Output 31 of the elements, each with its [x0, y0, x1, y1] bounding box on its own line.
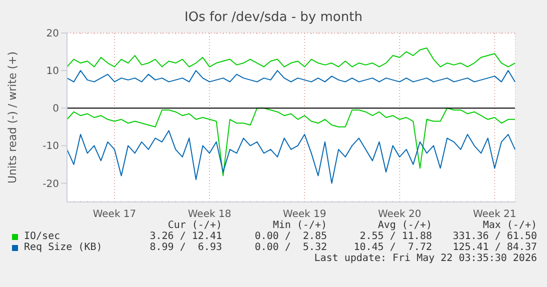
text: Cur (-/+) — [166, 220, 222, 231]
text: Min (-/+) — [272, 220, 327, 231]
line-series — [66, 70, 516, 82]
text: Max (-/+) — [482, 220, 537, 231]
legend-label: Req Size (KB) — [23, 242, 104, 253]
line-series — [66, 108, 516, 176]
y-tick-label: -10 — [42, 141, 59, 152]
text: 125.41 / 84.37 — [452, 242, 537, 253]
line-series — [66, 48, 516, 68]
x-tick-label: Week 21 — [472, 209, 516, 220]
text: 0.00 / 5.32 — [254, 242, 327, 253]
chart-title: IOs for /dev/sda - by month — [184, 10, 364, 25]
text: Last update: Fri May 22 03:35:30 2026 — [313, 253, 537, 264]
text: Avg (-/+) — [376, 220, 432, 231]
text: 8.99 / 6.93 — [148, 242, 222, 253]
x-tick-label: Week 19 — [282, 209, 326, 220]
x-tick-label: Week 18 — [188, 209, 232, 220]
line-series — [66, 130, 516, 184]
y-tick-label: 10 — [46, 66, 59, 78]
text: 331.36 / 61.50 — [452, 231, 537, 242]
text: 2.55 / 11.88 — [358, 231, 432, 242]
legend-label: IO/sec — [23, 231, 62, 242]
y-tick-label: -20 — [42, 178, 59, 190]
x-tick-label: Week 17 — [92, 209, 136, 220]
y-axis-title: Units read (-) / write (+) — [6, 51, 19, 184]
x-tick-label: Week 20 — [378, 209, 422, 220]
text: 10.45 / 7.72 — [352, 242, 432, 253]
text: 0.00 / 2.85 — [254, 231, 327, 242]
y-tick-label: 0 — [52, 104, 59, 115]
y-tick-label: 20 — [46, 28, 59, 40]
text: 3.26 / 12.41 — [148, 231, 222, 242]
